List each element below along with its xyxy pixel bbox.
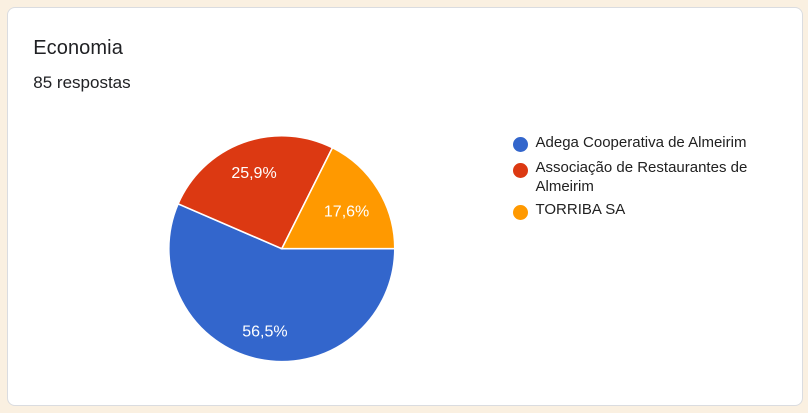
svg-text:56,5%: 56,5% — [242, 324, 287, 341]
svg-text:17,6%: 17,6% — [324, 204, 369, 221]
svg-text:25,9%: 25,9% — [231, 165, 276, 182]
